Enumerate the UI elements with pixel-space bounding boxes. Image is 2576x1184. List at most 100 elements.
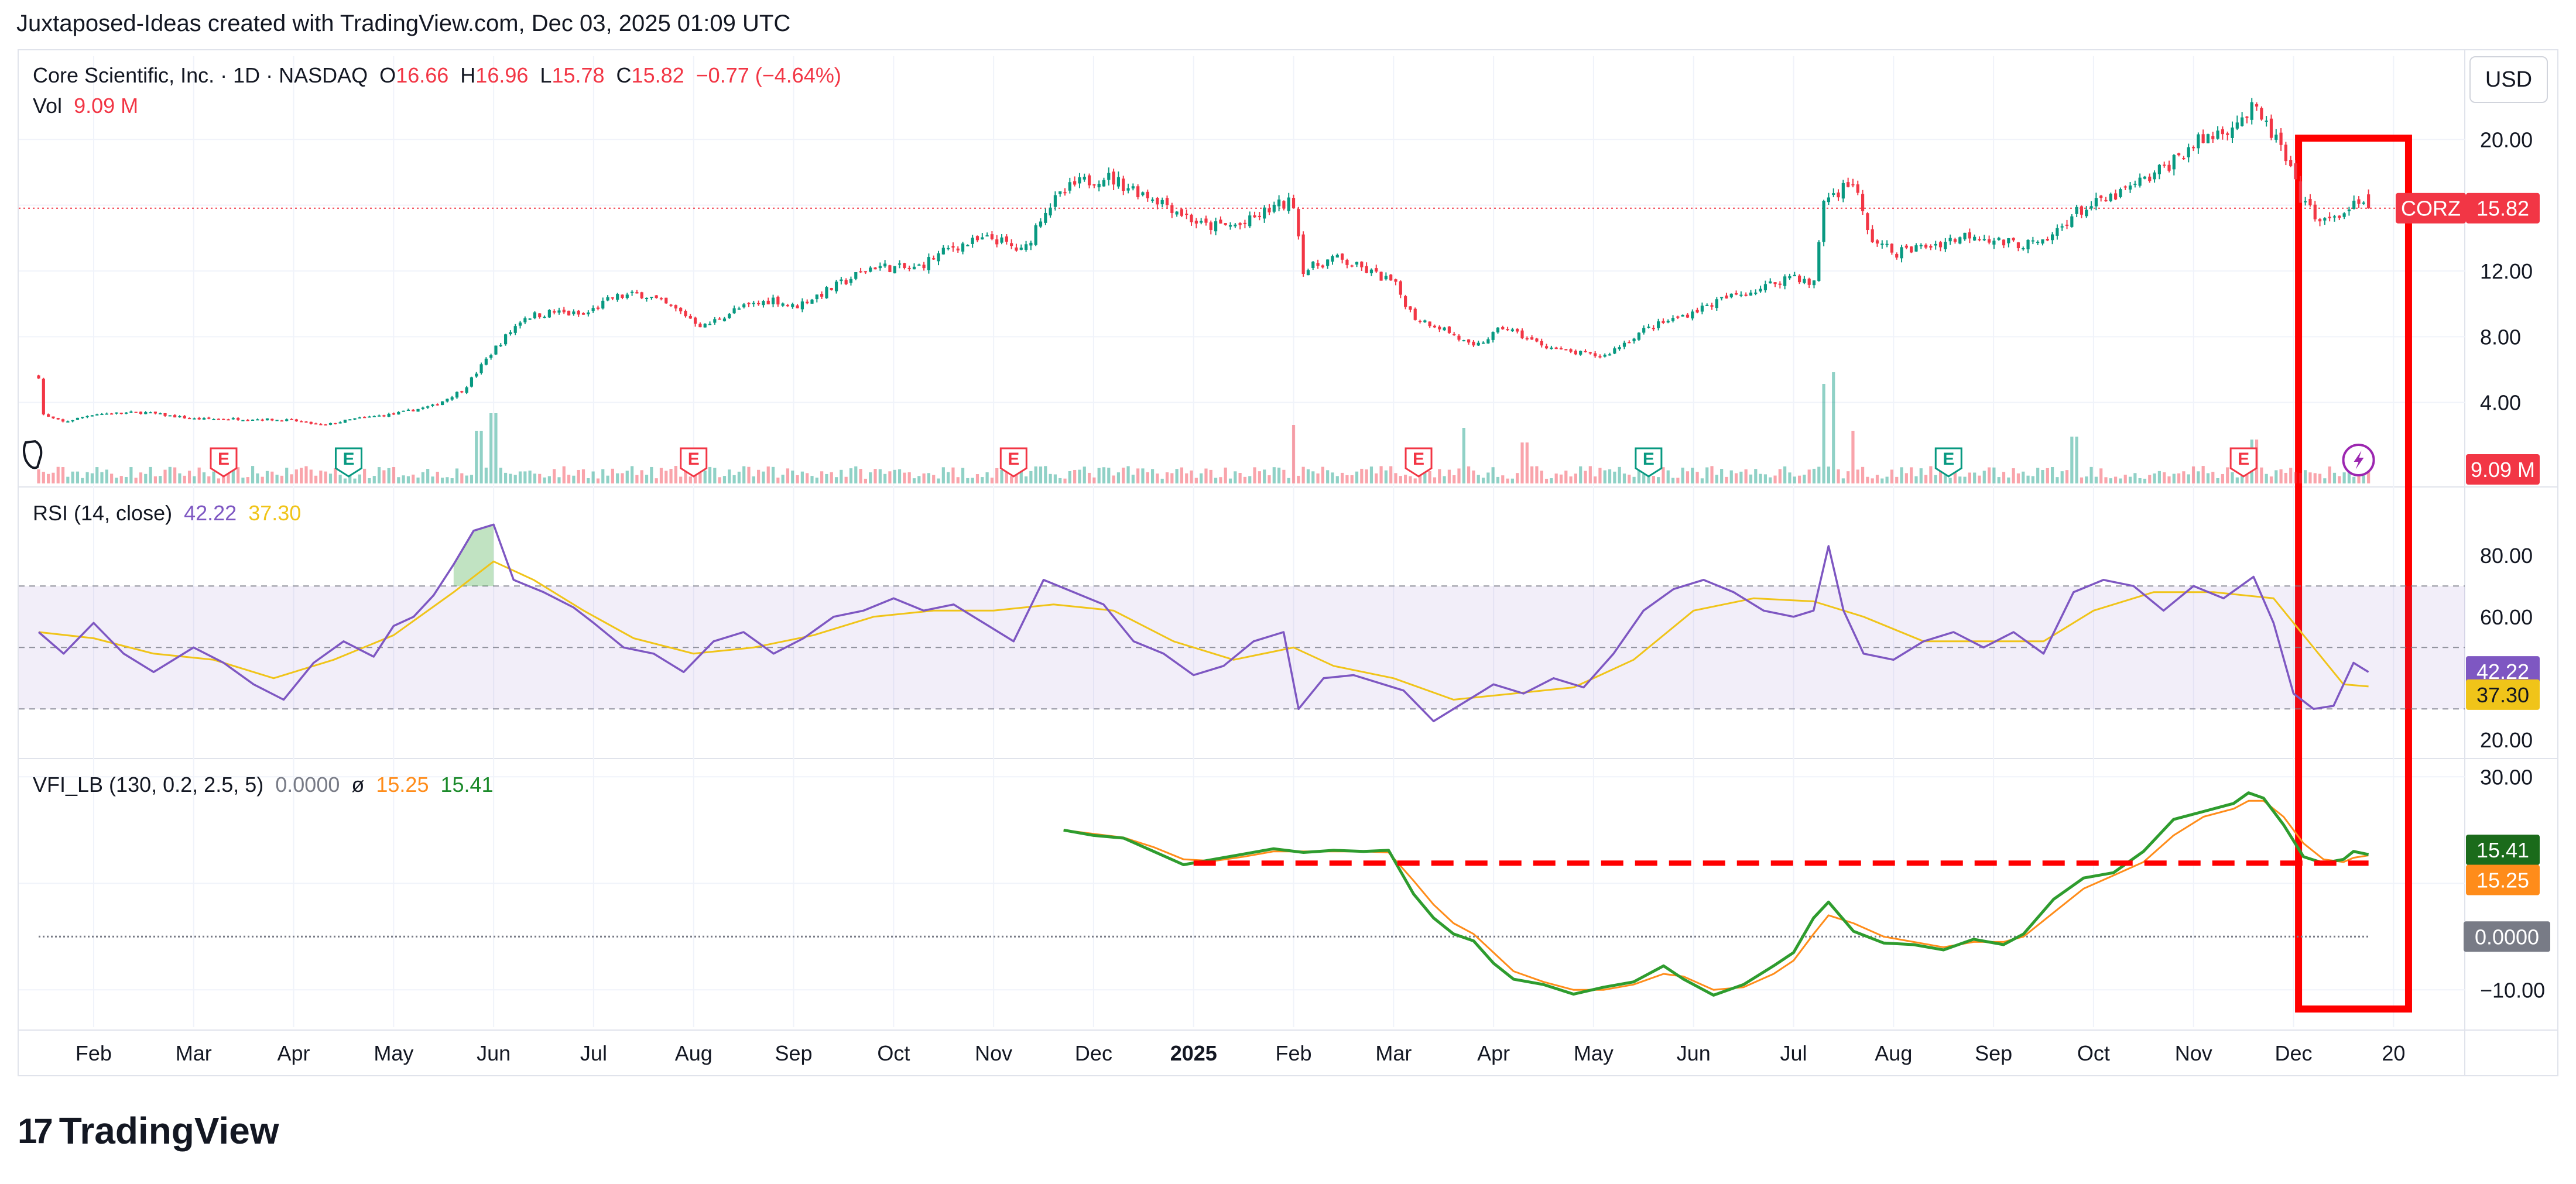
volume-bar — [1126, 466, 1130, 483]
tradingview-logo[interactable]: 17 TradingView — [18, 1109, 279, 1152]
candle-body — [1832, 193, 1835, 195]
volume-bar — [2323, 478, 2327, 483]
volume-bar — [674, 466, 677, 483]
volume-bar — [2104, 477, 2108, 483]
volume-bar — [659, 468, 663, 483]
candle-body — [1272, 204, 1276, 212]
volume-bar — [1350, 475, 1354, 483]
vfi-value: 15.41 — [440, 773, 494, 797]
volume-bar — [509, 473, 512, 483]
candle-body — [1165, 198, 1169, 205]
volume-bar — [324, 471, 327, 483]
volume-bar — [1092, 477, 1096, 483]
candle-body — [528, 318, 532, 320]
volume-bar — [1919, 468, 1923, 483]
volume-bar — [718, 477, 721, 483]
candle-body — [1574, 351, 1577, 355]
volume-bar — [1087, 472, 1091, 483]
candle-body — [2284, 145, 2287, 162]
volume-bar — [1083, 466, 1086, 483]
volume-bar — [1263, 469, 1266, 483]
candle-body — [2012, 238, 2015, 241]
candle-body — [2338, 215, 2341, 218]
volume-bar — [1486, 472, 1490, 483]
volume-bar — [1642, 473, 1646, 483]
volume-bar — [854, 466, 858, 483]
candle-body — [878, 266, 882, 269]
earnings-marker-shape — [999, 447, 1027, 478]
volume-bar — [1992, 467, 1996, 483]
time-tick-label: Jul — [1780, 1041, 1807, 1065]
volume-bar — [2328, 466, 2331, 483]
candle-body — [392, 413, 396, 415]
volume-bar — [1807, 469, 1811, 483]
candle-body — [1520, 330, 1524, 339]
candle-body — [771, 297, 775, 304]
candle-body — [1491, 332, 1495, 340]
candle-body — [382, 415, 386, 417]
volume-bar — [2260, 467, 2263, 483]
candle-body — [1695, 310, 1699, 313]
candle-body — [932, 258, 936, 260]
volume-bar — [1423, 470, 1427, 483]
volume-bar — [640, 470, 643, 483]
volume-bar — [533, 473, 537, 483]
candle-body — [2328, 217, 2331, 218]
candle-body — [2206, 134, 2210, 143]
candle-body — [168, 415, 172, 417]
volume-bar — [1389, 466, 1393, 483]
volume-bar — [382, 470, 386, 483]
candle-body — [2177, 153, 2181, 156]
volume-bar — [412, 474, 415, 483]
volume-bars — [37, 372, 2371, 483]
volume-bar — [1929, 466, 1933, 483]
volume-bar — [2070, 437, 2074, 483]
volume-bar — [820, 471, 824, 483]
volume-bar — [806, 473, 809, 483]
volume-bar — [237, 467, 240, 483]
volume-bar — [187, 471, 191, 483]
candle-body — [1506, 329, 1509, 331]
candle-body — [1516, 328, 1519, 332]
rsi-ma-line — [38, 560, 2369, 701]
candle-body — [2367, 194, 2371, 208]
candle-body — [426, 406, 430, 408]
candle-body — [941, 248, 945, 255]
volume-bar — [581, 469, 585, 483]
volume-bar — [1982, 471, 1986, 483]
volume-bar — [596, 478, 600, 483]
candle-body — [2308, 198, 2312, 205]
candle-body — [752, 303, 755, 304]
candle-body — [893, 266, 896, 273]
volume-bar — [937, 478, 940, 483]
candle-body — [207, 417, 211, 419]
candle-body — [2114, 193, 2118, 200]
volume-bar — [300, 468, 303, 483]
volume-bar — [2245, 475, 2249, 483]
vfi-legend: VFI_LB (130, 0.2, 2.5, 5) 0.0000 ø 15.25… — [33, 773, 494, 797]
candle-body — [1725, 295, 1728, 299]
volume-bar — [1953, 468, 1957, 483]
volume-bar — [1812, 468, 1816, 483]
candle-body — [2294, 163, 2297, 180]
candle-body — [825, 287, 828, 298]
rsi-pane — [19, 523, 2465, 723]
volume-bar — [762, 471, 765, 483]
candle-body — [494, 345, 498, 355]
vfi-signal-line — [1063, 799, 2369, 991]
candle-body — [90, 415, 94, 417]
volume-bar — [1525, 442, 1529, 483]
candle-body — [518, 322, 522, 326]
candle-body — [1958, 237, 1962, 244]
candle-body — [421, 407, 424, 409]
candle-body — [163, 413, 167, 416]
volume-bar — [470, 475, 474, 483]
candle-body — [1116, 177, 1121, 187]
volume-bar — [1258, 471, 1261, 483]
candle-body — [2231, 127, 2234, 138]
candle-body — [2313, 204, 2317, 219]
currency-button[interactable]: USD — [2469, 56, 2548, 103]
volume-bar — [528, 471, 532, 483]
volume-bar — [2163, 472, 2166, 483]
